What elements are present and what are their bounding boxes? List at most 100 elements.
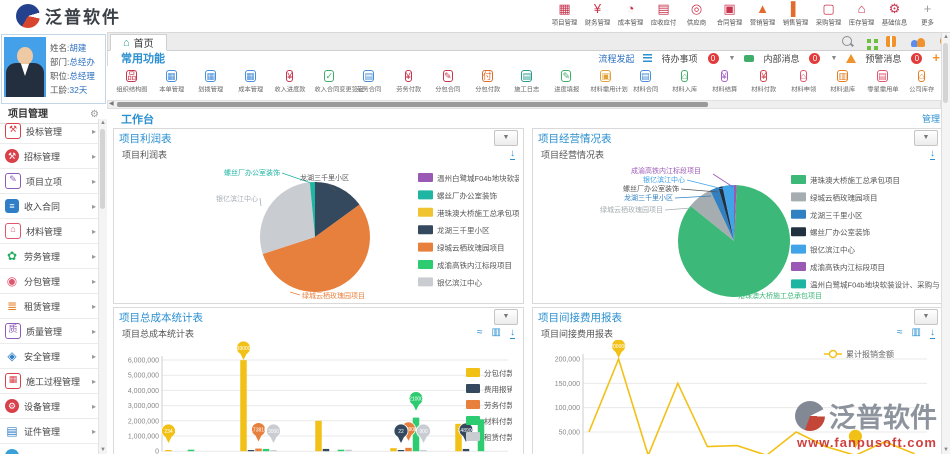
function-item[interactable]: ▦ 划拨管理 [191, 66, 231, 99]
expand-icon[interactable] [867, 39, 871, 43]
svg-text:5,000,000: 5,000,000 [128, 373, 159, 380]
scroll-thumb[interactable] [100, 129, 105, 209]
download-tool-icon[interactable]: ↓ [930, 147, 935, 160]
module-item[interactable]: ▲ 营销管理 [746, 1, 779, 28]
module-item[interactable]: ⌂ 库存管理 [845, 1, 878, 28]
horizontal-scrollbar[interactable]: ◀ [107, 100, 941, 109]
function-item[interactable]: ▤ 材料合同 [626, 66, 666, 99]
download-tool-icon[interactable]: ↓ [510, 326, 515, 339]
sidebar-item[interactable]: ▤ 证件管理 ▸ [0, 419, 99, 444]
scroll-up-icon[interactable]: ▲ [943, 34, 949, 40]
gear-icon[interactable]: ⚙ [90, 109, 99, 120]
scroll-up-icon[interactable]: ▲ [100, 120, 106, 126]
sidebar-item-icon: ◉ [6, 274, 18, 288]
function-item[interactable]: ▦ 本单管理 [152, 66, 192, 99]
function-item[interactable]: ¥ 材料结算 [705, 66, 745, 99]
sidebar-item[interactable]: ✿ 劳务管理 ▸ [0, 244, 99, 269]
sidebar-item[interactable] [0, 444, 99, 454]
function-item[interactable]: 品组织结构图 [112, 66, 152, 99]
module-item[interactable]: ▢ 采购管理 [812, 1, 845, 28]
vest-icon[interactable] [886, 35, 896, 47]
function-item[interactable]: ▣ 材料需用计划 [586, 66, 628, 99]
message-count-badge: 0 [809, 52, 821, 64]
download-tool-icon[interactable]: ↓ [930, 326, 935, 339]
module-item[interactable]: ◎ 供应商 [680, 1, 713, 28]
function-item[interactable]: ▤ 劳务合同 [349, 66, 389, 99]
scroll-down-icon[interactable]: ▼ [943, 447, 949, 453]
trend-icon: ▲ [756, 1, 769, 16]
todo-label[interactable]: 待办事项 [661, 53, 698, 64]
module-item[interactable]: ◔ 成本管理 [614, 1, 647, 28]
function-item[interactable]: ▤ 施工日志 [507, 66, 547, 99]
function-item[interactable]: ⌂ 材料申领 [784, 66, 824, 99]
function-item[interactable]: ▤ 零星需用单 [863, 66, 903, 99]
add-icon[interactable]: + [932, 50, 940, 65]
svg-text:100,000: 100,000 [555, 405, 580, 412]
vertical-scrollbar[interactable]: ▲ ▼ [941, 33, 950, 454]
function-item[interactable]: ✓ 收入合同变更签证 [310, 66, 364, 99]
manage-link[interactable]: 管理 [921, 114, 940, 124]
scroll-left-icon[interactable]: ◀ [109, 101, 114, 107]
function-item[interactable]: ⌂ 公司库存 [902, 66, 940, 99]
panel-grid: 项目利润表▼项目利润表↓温州白鹭城F04b地块软装设计、采购与布展工程螺丝厂办公… [113, 128, 944, 454]
tab-home[interactable]: ⌂ 首页 [110, 34, 167, 51]
chevron-down-icon[interactable]: ▼ [728, 54, 736, 62]
function-item[interactable]: ⌂ 材料入库 [665, 66, 705, 99]
module-item[interactable]: ▌ 销售管理 [779, 1, 812, 28]
sidebar-item[interactable]: ◉ 分包管理 ▸ [0, 269, 99, 294]
panel-title: 项目间接费用报表 [538, 311, 622, 324]
sidebar-item[interactable]: ⚒ 招标管理 ▸ [0, 144, 99, 169]
sidebar-item[interactable]: ⚙ 设备管理 ▸ [0, 394, 99, 419]
function-item[interactable]: ✎ 分包合同 [428, 66, 468, 99]
svg-text:港珠澳大桥施工总承包项目: 港珠澳大桥施工总承包项目 [437, 208, 519, 218]
panel-header: 项目经营情况表 ▼ [533, 129, 943, 147]
svg-text:绿城云栖玫瑰园项目: 绿城云栖玫瑰园项目 [600, 205, 663, 214]
line-tool-icon[interactable]: ≈ [897, 327, 903, 338]
dropdown-button[interactable]: ▼ [494, 309, 518, 325]
sidebar-item[interactable]: ⚒ 投标管理 ▸ [0, 119, 99, 144]
function-item[interactable]: ▥ 材料退库 [823, 66, 863, 99]
tab-strip: ⌂ 首页 [107, 32, 950, 51]
bar-tool-icon[interactable]: ▥ [491, 327, 501, 338]
line-tool-icon[interactable]: ≈ [477, 327, 483, 338]
function-item[interactable]: 付分包付款 [468, 66, 508, 99]
sidebar-item[interactable]: ⌂ 材料管理 ▸ [0, 219, 99, 244]
sidebar-item[interactable]: ◈ 安全管理 ▸ [0, 344, 99, 369]
chevron-down-icon[interactable]: ▼ [830, 54, 838, 62]
dropdown-button[interactable]: ▼ [914, 309, 938, 325]
scroll-down-icon[interactable]: ▼ [100, 447, 106, 453]
download-tool-icon[interactable]: ↓ [510, 147, 515, 160]
svg-text:3,000,000: 3,000,000 [128, 403, 159, 410]
sidebar-item[interactable]: 质质量管理 ▸ [0, 319, 99, 344]
alert-label[interactable]: 预警消息 [865, 53, 902, 64]
sidebar-item[interactable]: ▦ 施工过程管理 ▸ [0, 369, 99, 394]
module-item[interactable]: ¥ 财务管理 [581, 1, 614, 28]
dropdown-button[interactable]: ▼ [914, 130, 938, 146]
scroll-thumb[interactable] [117, 101, 708, 107]
message-label[interactable]: 内部消息 [763, 53, 800, 64]
sidebar-scrollbar[interactable]: ▲ ▼ [98, 119, 107, 454]
module-item[interactable]: ▤ 应收应付 [647, 1, 680, 28]
sidebar-item[interactable]: ✎ 项目立项 ▸ [0, 169, 99, 194]
module-item[interactable]: ▦ 项目管理 [548, 1, 581, 28]
sidebar-item[interactable]: ≣ 租赁管理 ▸ [0, 294, 99, 319]
function-item[interactable]: ¥ 劳务付款 [389, 66, 429, 99]
sidebar-item[interactable]: ≡ 收入合同 ▸ [0, 194, 99, 219]
function-item[interactable]: ¥ 收入进度款 [270, 66, 310, 99]
module-item[interactable]: + 更多 [911, 1, 944, 28]
function-item[interactable]: ▦ 成本管理 [231, 66, 271, 99]
module-item[interactable]: ⚙ 基础信息 [878, 1, 911, 28]
people-icon[interactable] [911, 36, 925, 47]
scroll-thumb[interactable] [943, 43, 948, 103]
user-field: 姓名:胡建 [50, 41, 95, 55]
svg-text:费用报销: 费用报销 [484, 384, 512, 394]
sidebar-item-label: 租赁管理 [24, 301, 61, 312]
bar-tool-icon[interactable]: ▥ [911, 327, 921, 338]
module-item[interactable]: ▣ 合同管理 [713, 1, 746, 28]
search-icon[interactable] [842, 36, 852, 46]
function-item[interactable]: ¥ 材料付款 [744, 66, 784, 99]
function-item[interactable]: ✎ 进度填报 [547, 66, 587, 99]
launch-flow-link[interactable]: 流程发起 [598, 53, 635, 64]
dropdown-button[interactable]: ▼ [494, 130, 518, 146]
workbench-row: 工作台 管理 [107, 110, 940, 127]
